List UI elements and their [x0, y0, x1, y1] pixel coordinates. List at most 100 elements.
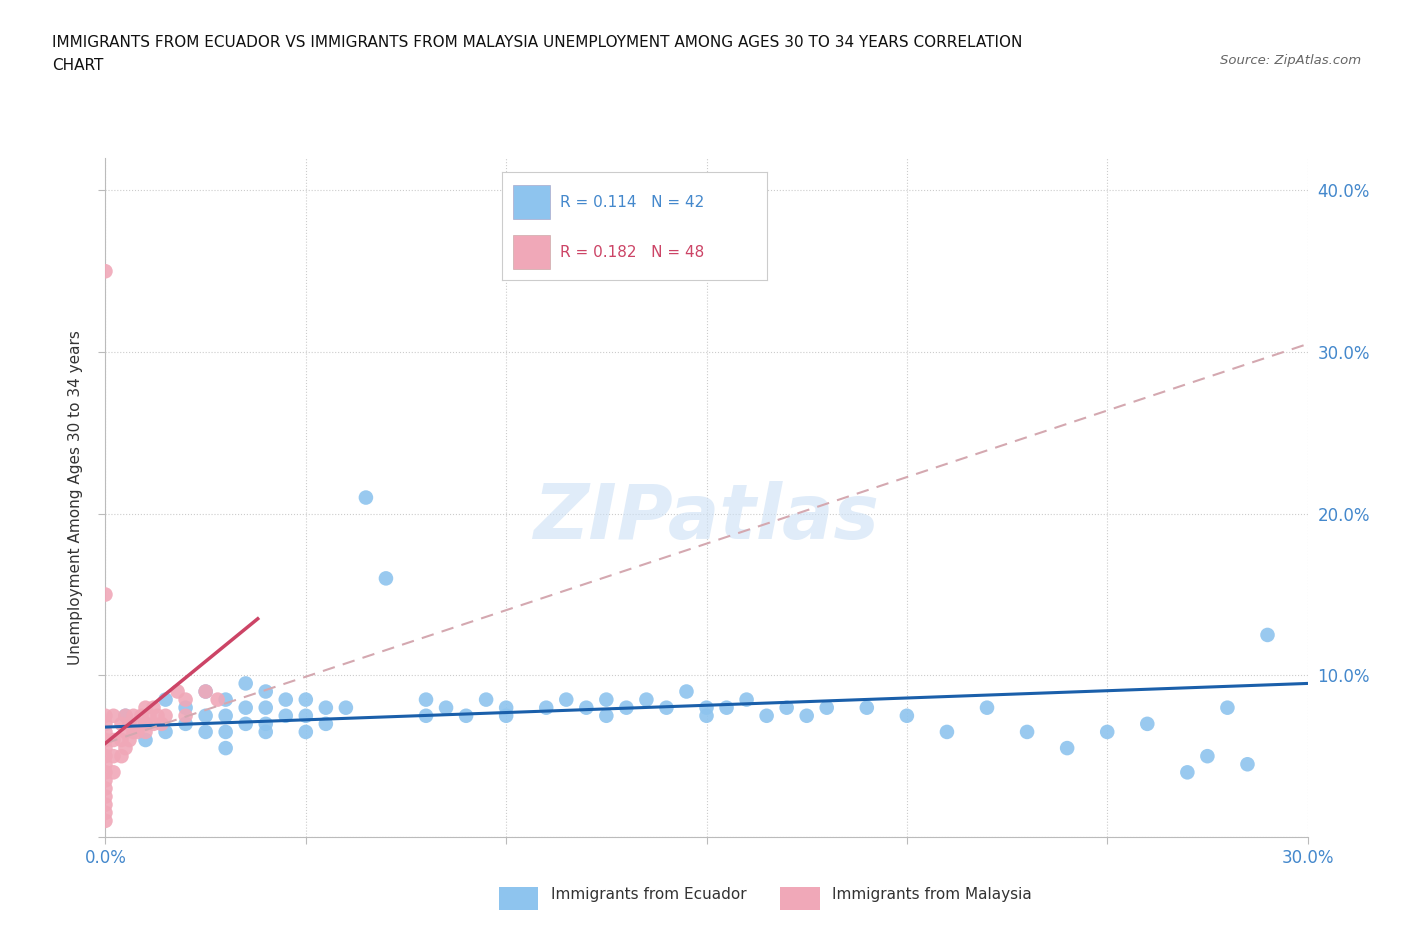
Point	[655, 700, 678, 715]
Text: Immigrants from Malaysia: Immigrants from Malaysia	[832, 887, 1032, 902]
Point	[1236, 757, 1258, 772]
Point	[174, 709, 197, 724]
Point	[1056, 740, 1078, 755]
Point	[174, 700, 197, 715]
Point	[735, 692, 758, 707]
Point	[475, 692, 498, 707]
Point	[103, 709, 125, 724]
Point	[295, 692, 318, 707]
Point	[354, 490, 377, 505]
Point	[214, 709, 236, 724]
Point	[716, 700, 738, 715]
Point	[415, 692, 437, 707]
Point	[114, 709, 136, 724]
Point	[235, 676, 257, 691]
Point	[335, 700, 357, 715]
Point	[127, 724, 149, 739]
Point	[94, 757, 117, 772]
Point	[94, 805, 117, 820]
Point	[235, 700, 257, 715]
Point	[855, 700, 877, 715]
Point	[374, 571, 398, 586]
Point	[110, 716, 132, 731]
Point	[636, 692, 658, 707]
Point	[495, 700, 517, 715]
Point	[495, 709, 517, 724]
Point	[254, 700, 277, 715]
Point	[155, 692, 177, 707]
Point	[214, 740, 236, 755]
Point	[118, 733, 141, 748]
Point	[142, 716, 165, 731]
Point	[94, 790, 117, 804]
Point	[1257, 628, 1279, 643]
Point	[254, 724, 277, 739]
Point	[534, 700, 557, 715]
Point	[103, 749, 125, 764]
Point	[155, 709, 177, 724]
Point	[415, 709, 437, 724]
Point	[434, 700, 457, 715]
Point	[122, 709, 145, 724]
Point	[616, 700, 638, 715]
Point	[1136, 716, 1159, 731]
Point	[575, 700, 598, 715]
Point	[295, 709, 318, 724]
Point	[94, 724, 117, 739]
Point	[110, 733, 132, 748]
Text: IMMIGRANTS FROM ECUADOR VS IMMIGRANTS FROM MALAYSIA UNEMPLOYMENT AMONG AGES 30 T: IMMIGRANTS FROM ECUADOR VS IMMIGRANTS FR…	[52, 35, 1022, 50]
Point	[274, 692, 297, 707]
Point	[796, 709, 818, 724]
Point	[1177, 764, 1199, 779]
Point	[94, 264, 117, 279]
Point	[207, 692, 229, 707]
Point	[815, 700, 838, 715]
Point	[696, 700, 718, 715]
Y-axis label: Unemployment Among Ages 30 to 34 years: Unemployment Among Ages 30 to 34 years	[67, 330, 83, 665]
Point	[146, 709, 169, 724]
Point	[1017, 724, 1039, 739]
Point	[315, 716, 337, 731]
Point	[94, 716, 117, 731]
Point	[295, 724, 318, 739]
Text: Source: ZipAtlas.com: Source: ZipAtlas.com	[1220, 54, 1361, 67]
Point	[114, 724, 136, 739]
Point	[595, 692, 617, 707]
Point	[118, 716, 141, 731]
Point	[135, 700, 157, 715]
Point	[103, 733, 125, 748]
Point	[94, 764, 117, 779]
Point	[194, 684, 217, 699]
Point	[194, 724, 217, 739]
Point	[936, 724, 959, 739]
Point	[110, 749, 132, 764]
Point	[94, 709, 117, 724]
Point	[94, 797, 117, 812]
Point	[595, 709, 617, 724]
Point	[94, 733, 117, 748]
Text: Immigrants from Ecuador: Immigrants from Ecuador	[551, 887, 747, 902]
Point	[235, 716, 257, 731]
Point	[555, 692, 578, 707]
Point	[114, 740, 136, 755]
Point	[194, 709, 217, 724]
Point	[454, 709, 477, 724]
Point	[94, 773, 117, 788]
Point	[254, 684, 277, 699]
Point	[127, 716, 149, 731]
Point	[696, 709, 718, 724]
Point	[135, 724, 157, 739]
Point	[131, 709, 153, 724]
Point	[315, 700, 337, 715]
Point	[94, 781, 117, 796]
Point	[103, 764, 125, 779]
Point	[1216, 700, 1239, 715]
Point	[274, 709, 297, 724]
Point	[155, 724, 177, 739]
Point	[150, 716, 173, 731]
Point	[214, 724, 236, 739]
Point	[138, 709, 160, 724]
Point	[122, 724, 145, 739]
Point	[194, 684, 217, 699]
Point	[166, 684, 188, 699]
